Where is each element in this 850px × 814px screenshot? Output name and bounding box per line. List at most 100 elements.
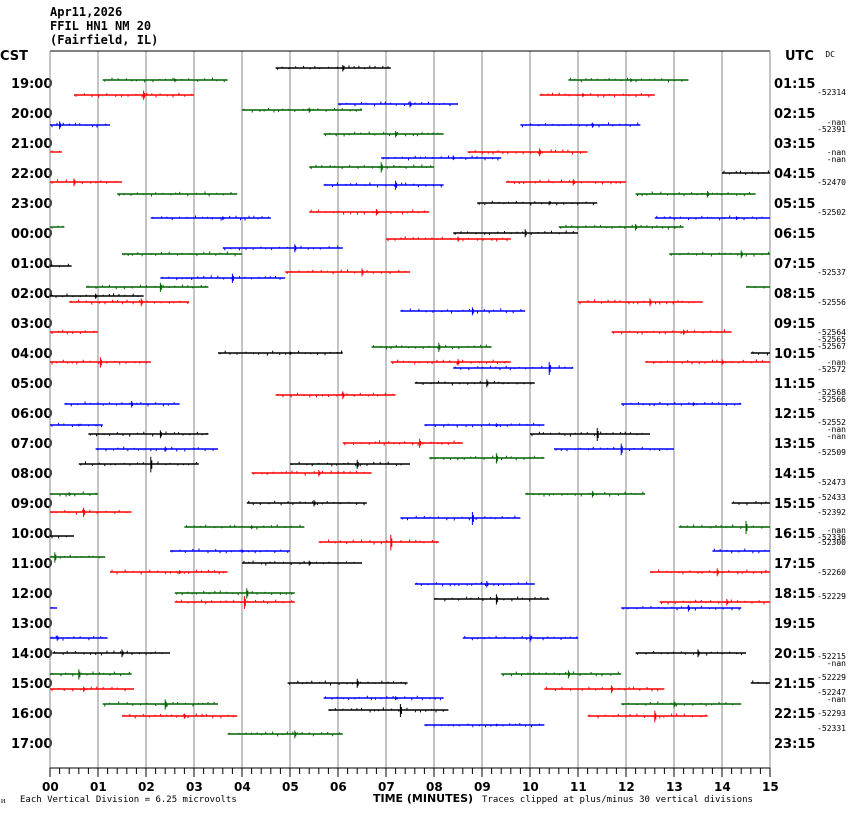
trace-noise (51, 263, 69, 268)
trace-spike (630, 78, 633, 83)
dc-offset-value: -52229 (817, 673, 846, 682)
trace-segment (50, 669, 132, 680)
trace-spike (313, 500, 316, 507)
dc-offset-value: -nan (826, 118, 846, 127)
x-tick-label: 11 (570, 780, 587, 794)
trace-spike (687, 605, 690, 612)
trace-segment (645, 359, 770, 366)
trace-noise (382, 155, 499, 161)
trace-segment (50, 535, 74, 539)
dc-offset-value: -52433 (817, 493, 846, 502)
trace-segment (414, 379, 535, 388)
trace-spike (596, 428, 599, 441)
utc-hour-label: 12:15 (774, 407, 816, 422)
trace-segment (88, 430, 209, 439)
trace-noise (752, 680, 768, 685)
trace-segment (520, 122, 641, 128)
trace-spike (308, 107, 311, 113)
trace-segment (50, 293, 144, 299)
trace-segment (50, 225, 65, 229)
trace-spike (78, 669, 81, 680)
utc-hour-label: 19:15 (774, 617, 816, 632)
trace-segment (50, 329, 98, 335)
trace-segment (122, 713, 238, 719)
trace-noise (51, 122, 107, 128)
trace-noise (253, 470, 365, 476)
trace-spike (164, 446, 167, 452)
trace-segment (117, 191, 238, 197)
cst-hour-label: 21:00 (11, 137, 53, 152)
trace-segment (50, 178, 122, 187)
trace-segment (102, 77, 228, 83)
utc-hour-label: 07:15 (774, 257, 816, 272)
trace-segment (110, 569, 228, 575)
x-tick-label: 14 (714, 780, 731, 794)
trace-spike (452, 156, 455, 161)
trace-noise (454, 365, 573, 371)
trace-segment (95, 446, 218, 452)
utc-hour-label: 13:15 (774, 437, 816, 452)
trace-spike (529, 634, 532, 643)
utc-hour-label: 02:15 (774, 107, 816, 122)
trace-spike (179, 570, 182, 575)
trace-noise (104, 77, 225, 83)
dc-offset-value: -52392 (817, 508, 846, 517)
trace-segment (242, 560, 362, 566)
x-tick-label: 09 (474, 780, 491, 794)
trace-segment (174, 588, 295, 599)
trace-segment (530, 428, 650, 441)
trace-noise (325, 182, 442, 188)
dc-offset-value: -nan (826, 358, 846, 367)
trace-segment (400, 307, 526, 316)
cst-hour-label: 02:00 (11, 287, 53, 302)
trace-spike (390, 534, 393, 551)
trace-segment (323, 180, 444, 190)
trace-spike (683, 329, 686, 335)
trace-spike (745, 521, 748, 534)
trace-spike (59, 121, 62, 130)
trace-segment (621, 605, 742, 612)
trace-segment (150, 215, 271, 221)
trace-spike (342, 65, 345, 72)
trace-spike (159, 430, 162, 439)
trace-segment (50, 121, 110, 130)
trace-segment (50, 507, 132, 517)
cst-hour-label: 12:00 (11, 587, 53, 602)
clip-text: Traces clipped at plus/minus 30 vertical… (482, 795, 753, 805)
trace-segment (731, 501, 770, 506)
utc-hour-label: 08:15 (774, 287, 816, 302)
dc-offset-value: -52331 (817, 724, 846, 733)
trace-segment (50, 422, 103, 428)
trace-spike (121, 649, 124, 658)
cst-hour-label: 16:00 (11, 707, 53, 722)
cst-hour-label: 19:00 (11, 77, 53, 92)
trace-spike (539, 148, 542, 157)
trace-spike (707, 191, 710, 198)
trace-segment (184, 524, 305, 530)
trace-segment (170, 548, 290, 554)
trace-segment (750, 351, 770, 356)
cst-hour-label: 14:00 (11, 647, 53, 662)
trace-noise (87, 284, 206, 290)
trace-segment (722, 170, 770, 175)
dc-offset-value: -52336 (817, 533, 846, 542)
trace-noise (464, 635, 578, 641)
trace-noise (531, 431, 643, 437)
trace-spike (174, 78, 177, 83)
utc-hour-label: 20:15 (774, 647, 816, 662)
trace-spike (740, 250, 743, 259)
trace-segment (621, 401, 742, 407)
trace-noise (243, 560, 355, 566)
trace-spike (567, 670, 570, 679)
trace-noise (224, 245, 339, 251)
trace-segment (318, 534, 439, 551)
dc-offset-value: -52537 (817, 268, 846, 277)
trace-segment (568, 77, 689, 83)
trace-segment (654, 215, 770, 221)
trace-segment (400, 512, 521, 525)
trace-noise (161, 275, 281, 281)
trace-segment (246, 500, 367, 507)
trace-segment (424, 422, 545, 428)
trace-noise (752, 351, 768, 356)
cst-hour-label: 06:00 (11, 407, 53, 422)
